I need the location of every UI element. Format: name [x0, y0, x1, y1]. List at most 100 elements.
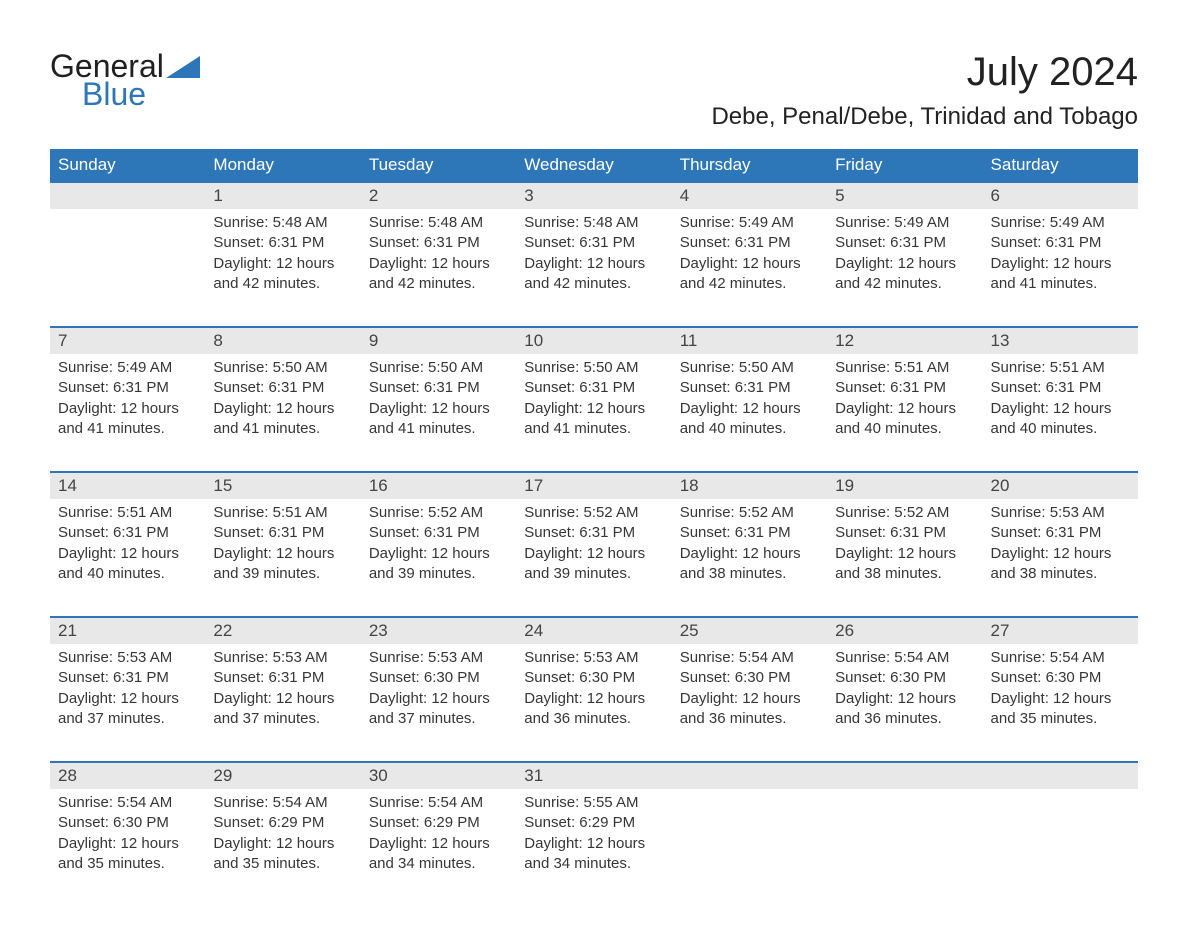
day-sunrise: Sunrise: 5:53 AM — [213, 648, 352, 668]
day-content-cell: Sunrise: 5:48 AMSunset: 6:31 PMDaylight:… — [516, 209, 671, 327]
day-number: 12 — [835, 331, 854, 350]
day-number: 15 — [213, 476, 232, 495]
day-number-cell: 18 — [672, 472, 827, 499]
day-daylight1: Daylight: 12 hours — [213, 399, 352, 419]
weekday-header: Sunday — [50, 149, 205, 182]
day-sunrise: Sunrise: 5:54 AM — [835, 648, 974, 668]
day-number: 19 — [835, 476, 854, 495]
day-sunset: Sunset: 6:30 PM — [524, 668, 663, 688]
day-daylight2: and 41 minutes. — [369, 419, 508, 439]
day-content-row: Sunrise: 5:54 AMSunset: 6:30 PMDaylight:… — [50, 789, 1138, 906]
day-daylight1: Daylight: 12 hours — [213, 544, 352, 564]
day-number: 24 — [524, 621, 543, 640]
day-daylight1: Daylight: 12 hours — [369, 399, 508, 419]
day-number-cell: 5 — [827, 182, 982, 209]
day-daylight2: and 42 minutes. — [524, 274, 663, 294]
day-daylight2: and 40 minutes. — [835, 419, 974, 439]
day-sunrise: Sunrise: 5:50 AM — [680, 358, 819, 378]
day-sunset: Sunset: 6:31 PM — [991, 378, 1130, 398]
day-number-cell: 15 — [205, 472, 360, 499]
day-sunrise: Sunrise: 5:54 AM — [369, 793, 508, 813]
day-number: 9 — [369, 331, 378, 350]
day-sunrise: Sunrise: 5:51 AM — [991, 358, 1130, 378]
day-daylight1: Daylight: 12 hours — [213, 834, 352, 854]
day-daylight2: and 41 minutes. — [524, 419, 663, 439]
day-daylight2: and 39 minutes. — [524, 564, 663, 584]
day-daylight1: Daylight: 12 hours — [524, 399, 663, 419]
weekday-header: Friday — [827, 149, 982, 182]
day-number-cell: 4 — [672, 182, 827, 209]
day-sunrise: Sunrise: 5:52 AM — [835, 503, 974, 523]
day-content-cell: Sunrise: 5:53 AMSunset: 6:31 PMDaylight:… — [50, 644, 205, 762]
day-daylight1: Daylight: 12 hours — [369, 254, 508, 274]
day-sunrise: Sunrise: 5:53 AM — [369, 648, 508, 668]
day-number-cell: 25 — [672, 617, 827, 644]
day-content-cell: Sunrise: 5:54 AMSunset: 6:30 PMDaylight:… — [983, 644, 1138, 762]
day-daylight2: and 39 minutes. — [369, 564, 508, 584]
day-number: 10 — [524, 331, 543, 350]
day-number: 29 — [213, 766, 232, 785]
day-content-cell: Sunrise: 5:49 AMSunset: 6:31 PMDaylight:… — [983, 209, 1138, 327]
day-daylight1: Daylight: 12 hours — [680, 254, 819, 274]
day-number-cell: 20 — [983, 472, 1138, 499]
day-sunset: Sunset: 6:31 PM — [58, 523, 197, 543]
day-sunset: Sunset: 6:30 PM — [835, 668, 974, 688]
day-sunrise: Sunrise: 5:54 AM — [680, 648, 819, 668]
day-daylight2: and 35 minutes. — [991, 709, 1130, 729]
day-daylight2: and 34 minutes. — [369, 854, 508, 874]
day-daylight2: and 38 minutes. — [680, 564, 819, 584]
day-number-cell: 8 — [205, 327, 360, 354]
weekday-header-row: Sunday Monday Tuesday Wednesday Thursday… — [50, 149, 1138, 182]
title-block: July 2024 Debe, Penal/Debe, Trinidad and… — [711, 50, 1138, 143]
day-number: 28 — [58, 766, 77, 785]
day-daylight2: and 41 minutes. — [991, 274, 1130, 294]
day-number: 26 — [835, 621, 854, 640]
day-number-cell: 26 — [827, 617, 982, 644]
day-number-cell: 24 — [516, 617, 671, 644]
day-sunrise: Sunrise: 5:52 AM — [369, 503, 508, 523]
day-number-cell: 6 — [983, 182, 1138, 209]
day-daylight1: Daylight: 12 hours — [369, 544, 508, 564]
day-daylight2: and 35 minutes. — [213, 854, 352, 874]
day-content-cell: Sunrise: 5:54 AMSunset: 6:29 PMDaylight:… — [361, 789, 516, 906]
day-content-cell: Sunrise: 5:54 AMSunset: 6:29 PMDaylight:… — [205, 789, 360, 906]
day-daylight1: Daylight: 12 hours — [991, 544, 1130, 564]
day-content-cell: Sunrise: 5:52 AMSunset: 6:31 PMDaylight:… — [361, 499, 516, 617]
day-sunset: Sunset: 6:31 PM — [680, 233, 819, 253]
day-daylight1: Daylight: 12 hours — [58, 689, 197, 709]
day-daylight1: Daylight: 12 hours — [680, 544, 819, 564]
day-number-cell: 13 — [983, 327, 1138, 354]
day-sunrise: Sunrise: 5:53 AM — [58, 648, 197, 668]
day-content-cell — [50, 209, 205, 327]
day-daylight2: and 34 minutes. — [524, 854, 663, 874]
calendar-table: Sunday Monday Tuesday Wednesday Thursday… — [50, 149, 1138, 906]
day-daylight2: and 42 minutes. — [835, 274, 974, 294]
day-daylight2: and 35 minutes. — [58, 854, 197, 874]
day-content-cell: Sunrise: 5:54 AMSunset: 6:30 PMDaylight:… — [50, 789, 205, 906]
day-content-cell: Sunrise: 5:51 AMSunset: 6:31 PMDaylight:… — [50, 499, 205, 617]
day-daylight2: and 38 minutes. — [991, 564, 1130, 584]
day-number: 22 — [213, 621, 232, 640]
day-sunrise: Sunrise: 5:54 AM — [991, 648, 1130, 668]
day-sunrise: Sunrise: 5:49 AM — [58, 358, 197, 378]
day-content-cell: Sunrise: 5:50 AMSunset: 6:31 PMDaylight:… — [516, 354, 671, 472]
day-number-cell: 9 — [361, 327, 516, 354]
header-bar: General Blue July 2024 Debe, Penal/Debe,… — [50, 50, 1138, 143]
day-number: 8 — [213, 331, 222, 350]
day-sunset: Sunset: 6:29 PM — [213, 813, 352, 833]
day-number-row: 78910111213 — [50, 327, 1138, 354]
day-daylight2: and 40 minutes. — [680, 419, 819, 439]
day-sunrise: Sunrise: 5:51 AM — [213, 503, 352, 523]
day-content-cell: Sunrise: 5:51 AMSunset: 6:31 PMDaylight:… — [205, 499, 360, 617]
day-daylight2: and 37 minutes. — [58, 709, 197, 729]
day-daylight1: Daylight: 12 hours — [58, 834, 197, 854]
day-number: 13 — [991, 331, 1010, 350]
day-sunset: Sunset: 6:31 PM — [369, 523, 508, 543]
day-number-cell — [50, 182, 205, 209]
day-daylight2: and 36 minutes. — [835, 709, 974, 729]
day-daylight2: and 36 minutes. — [680, 709, 819, 729]
day-daylight1: Daylight: 12 hours — [58, 544, 197, 564]
day-daylight1: Daylight: 12 hours — [213, 254, 352, 274]
day-content-row: Sunrise: 5:51 AMSunset: 6:31 PMDaylight:… — [50, 499, 1138, 617]
day-content-cell — [672, 789, 827, 906]
